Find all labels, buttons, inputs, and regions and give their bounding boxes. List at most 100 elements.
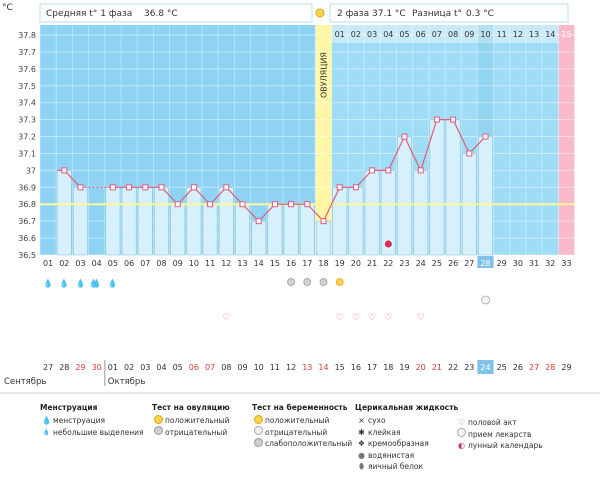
temperature-bar [299,203,315,256]
cycle-day-label: 11 [205,259,215,268]
temperature-point [271,201,278,208]
temperature-bar [218,187,234,256]
calendar-date: 05 [173,363,183,372]
unit-label: °C [2,3,13,13]
y-tick-label: 37.7 [18,48,36,57]
cycle-day-label: 21 [367,259,377,268]
calendar-date: 15 [335,363,345,372]
temperature-bar [348,187,364,256]
calendar-date: 30 [92,363,102,372]
legend-other: ♡ половой акт прием лекарств ◐ лунный кале… [455,417,543,452]
y-tick-label: 37.6 [18,65,36,74]
cycle-day-label: 26 [448,259,458,268]
legend-item: ⬮ яичный белок [355,461,458,473]
calendar-date: 14 [318,363,328,372]
post-ovulation-day: 02 [351,30,361,39]
last-day-column [558,25,575,255]
cycle-day-label: 27 [464,259,474,268]
calendar-date: 12 [286,363,296,372]
white-circle-icon [252,426,265,439]
ovulation-label: ОВУЛЯЦИЯ [320,52,329,98]
heart-icon: ♡ [384,313,392,323]
legend-item: ● водянистая [355,450,458,462]
y-tick-label: 36.8 [18,200,36,209]
legend-item: слабоположительный [252,437,352,451]
temperature-point [126,184,133,191]
calendar-date: 28 [59,363,69,372]
heart-icon: ♡ [417,313,425,323]
month-label: Сентябрь [4,377,46,387]
diff-label: Разница t° [412,9,462,19]
legend-item: ◐ лунный календарь [455,440,543,452]
cycle-day-label: 02 [59,259,69,268]
y-tick-label: 37.3 [18,116,36,125]
post-ovulation-day: 01 [335,30,345,39]
cycle-day-label: 20 [351,259,361,268]
calendar-date: 03 [140,363,150,372]
temperature-point [450,116,457,123]
phase2-value: 37.1 °C [372,9,406,19]
cycle-day-label: 14 [254,259,264,268]
cycle-day-label: 12 [221,259,231,268]
post-ovulation-day: 05 [399,30,409,39]
y-tick-label: 37 [26,166,36,175]
cycle-day-label: 32 [545,259,555,268]
legend-title: Тест на овуляцию [152,403,230,412]
temperature-bar [316,220,331,256]
pill-icon [455,428,468,441]
temperature-bar [413,170,429,256]
temperature-point [239,201,246,208]
temperature-point [207,201,214,208]
temperature-bar [267,203,283,256]
cycle-day-label: 25 [432,259,442,268]
temperature-point [369,167,376,174]
y-tick-label: 36.5 [18,251,36,260]
temperature-bar [154,187,169,256]
cross-icon: × [358,416,365,425]
calendar-date: 08 [221,363,231,372]
temperature-bar [73,187,88,256]
cycle-day-label: 10 [189,259,199,268]
calendar-date: 17 [367,363,377,372]
cycle-day-label: 28 [480,259,490,268]
sun-icon [152,414,165,428]
temperature-line-segment [420,119,438,171]
calendar-date: 13 [302,363,312,372]
gray-circle-icon [287,278,296,286]
current-day-highlight [477,256,494,268]
cycle-day-label: 18 [318,259,328,268]
sun-icon [315,8,325,18]
calendar-date: 11 [270,363,280,372]
drop-icon: 💧 [92,278,102,288]
temperature-bar [121,187,137,256]
calendar-date: 26 [513,363,523,372]
post-ovulation-day: 13 [529,30,539,39]
cycle-day-label: 23 [399,259,409,268]
legend-item: отрицательный [152,426,230,439]
sun-icon [335,278,344,286]
cycle-day-label: 31 [529,259,539,268]
cycle-day-label: 17 [302,259,312,268]
calendar-date: 18 [383,363,393,372]
cycle-day-label: 08 [156,259,166,268]
ovulation-column [315,25,332,255]
calendar-date: 10 [254,363,264,372]
temperature-point [255,218,262,225]
y-tick-label: 37.5 [18,82,36,91]
temperature-point [466,150,473,157]
half-circle-icon [252,437,265,451]
phase2-box [329,3,569,23]
post-ovulation-day: 07 [432,30,442,39]
cycle-day-label: 16 [286,259,296,268]
temperature-bar [445,119,461,256]
calendar-date: 01 [108,363,118,372]
calendar-date: 27 [529,363,539,372]
temperature-point [304,201,311,208]
cycle-day-label: 09 [173,259,183,268]
cycle-day-label: 05 [108,259,118,268]
legend-item: 💧 небольшие выделения [40,427,144,439]
temperature-point [482,133,489,140]
cycle-day-label: 30 [513,259,523,268]
legend-title: Менструация [40,403,98,412]
post-ovulation-day: 04 [383,30,393,39]
